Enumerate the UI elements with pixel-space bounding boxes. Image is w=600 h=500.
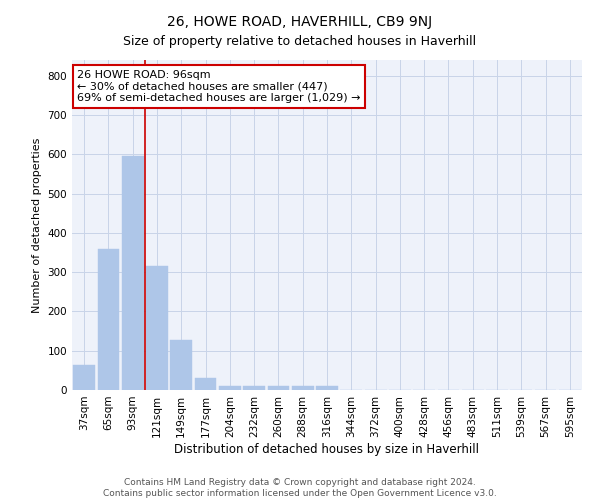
Text: 26 HOWE ROAD: 96sqm
← 30% of detached houses are smaller (447)
69% of semi-detac: 26 HOWE ROAD: 96sqm ← 30% of detached ho… <box>77 70 361 103</box>
Bar <box>122 156 143 390</box>
X-axis label: Distribution of detached houses by size in Haverhill: Distribution of detached houses by size … <box>175 442 479 456</box>
Bar <box>292 386 314 390</box>
Bar <box>268 386 289 390</box>
Text: Contains HM Land Registry data © Crown copyright and database right 2024.
Contai: Contains HM Land Registry data © Crown c… <box>103 478 497 498</box>
Text: 26, HOWE ROAD, HAVERHILL, CB9 9NJ: 26, HOWE ROAD, HAVERHILL, CB9 9NJ <box>167 15 433 29</box>
Bar <box>97 248 119 390</box>
Text: Size of property relative to detached houses in Haverhill: Size of property relative to detached ho… <box>124 35 476 48</box>
Bar <box>316 386 338 390</box>
Bar <box>170 340 192 390</box>
Y-axis label: Number of detached properties: Number of detached properties <box>32 138 42 312</box>
Bar <box>73 365 95 390</box>
Bar <box>194 378 217 390</box>
Bar <box>219 386 241 390</box>
Bar <box>146 266 168 390</box>
Bar <box>243 386 265 390</box>
